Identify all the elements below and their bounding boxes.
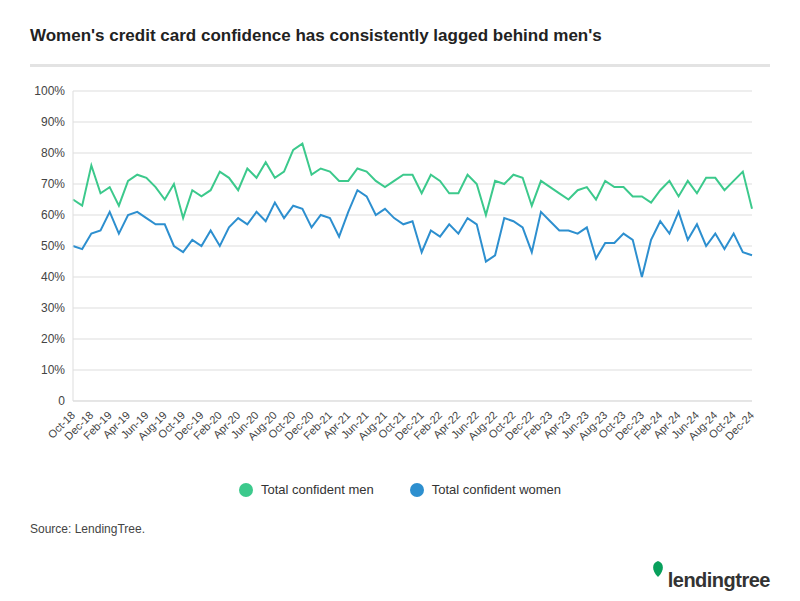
svg-text:Oct-19: Oct-19: [155, 408, 188, 441]
svg-text:Aug-24: Aug-24: [686, 408, 720, 443]
svg-text:80%: 80%: [41, 146, 65, 160]
svg-text:Jun-21: Jun-21: [338, 408, 371, 441]
svg-text:Feb-21: Feb-21: [301, 408, 335, 442]
svg-text:50%: 50%: [41, 239, 65, 253]
svg-text:Feb-19: Feb-19: [80, 408, 114, 442]
svg-text:Aug-19: Aug-19: [135, 408, 169, 443]
svg-text:Feb-24: Feb-24: [631, 408, 665, 442]
html-text:Total confident women: Total confident women: [431, 482, 561, 497]
svg-text:Dec-21: Dec-21: [392, 408, 426, 443]
svg-text:Jun-19: Jun-19: [118, 408, 151, 441]
svg-text:Oct-21: Oct-21: [375, 408, 408, 441]
svg-text:Apr-19: Apr-19: [100, 408, 133, 441]
html-text:Women's credit card confidence: Women's credit card confidence has consi…: [30, 26, 602, 45]
svg-text:0: 0: [58, 394, 65, 408]
svg-text:Oct-22: Oct-22: [485, 408, 518, 441]
svg-text:Dec-19: Dec-19: [172, 408, 206, 443]
svg-text:Apr-24: Apr-24: [651, 408, 683, 441]
svg-text:Jun-24: Jun-24: [668, 408, 702, 441]
svg-text:Apr-23: Apr-23: [540, 408, 573, 441]
html-text:lendingtree: lendingtree: [667, 569, 770, 591]
svg-text:40%: 40%: [41, 270, 65, 284]
svg-text:Aug-21: Aug-21: [355, 408, 390, 443]
svg-text:100%: 100%: [34, 84, 65, 98]
svg-text:Jun-23: Jun-23: [558, 408, 592, 441]
svg-text:Dec-18: Dec-18: [62, 408, 96, 443]
svg-text:Aug-23: Aug-23: [575, 408, 610, 443]
svg-text:Dec-23: Dec-23: [612, 408, 647, 443]
svg-text:Feb-23: Feb-23: [521, 408, 555, 442]
svg-text:Oct-20: Oct-20: [265, 408, 298, 441]
svg-text:Apr-20: Apr-20: [210, 408, 243, 441]
svg-text:Jun-22: Jun-22: [448, 408, 481, 441]
svg-text:Dec-22: Dec-22: [502, 408, 536, 443]
svg-text:Feb-22: Feb-22: [411, 408, 445, 442]
svg-text:10%: 10%: [41, 363, 65, 377]
svg-text:Apr-22: Apr-22: [430, 408, 463, 441]
svg-text:60%: 60%: [41, 208, 65, 222]
svg-text:Oct-18: Oct-18: [45, 408, 78, 441]
svg-text:Dec-24: Dec-24: [723, 409, 757, 443]
svg-text:30%: 30%: [41, 301, 65, 315]
svg-text:Aug-22: Aug-22: [465, 408, 500, 443]
svg-text:90%: 90%: [41, 115, 65, 129]
svg-text:20%: 20%: [41, 332, 65, 346]
svg-text:Feb-20: Feb-20: [190, 408, 225, 442]
html-text:Source: LendingTree.: Source: LendingTree.: [30, 522, 145, 536]
svg-text:Apr-21: Apr-21: [320, 408, 353, 441]
svg-text:Dec-20: Dec-20: [282, 408, 316, 443]
svg-text:Aug-20: Aug-20: [245, 408, 280, 443]
svg-text:Jun-20: Jun-20: [228, 408, 261, 441]
svg-text:Oct-24: Oct-24: [706, 408, 738, 441]
html-text:Total confident men: Total confident men: [261, 482, 374, 497]
svg-text:70%: 70%: [41, 177, 65, 191]
svg-text:Oct-23: Oct-23: [596, 408, 628, 441]
